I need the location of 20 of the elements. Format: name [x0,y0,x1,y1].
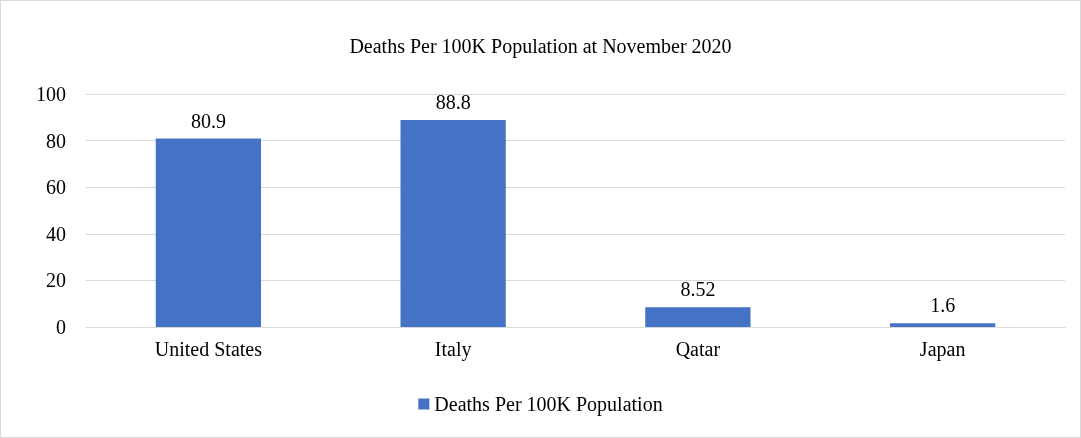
x-tick-label: Qatar [675,338,721,360]
legend-label: Deaths Per 100K Population [434,393,663,416]
bar [645,307,751,327]
chart-title: Deaths Per 100K Population at November 2020 [349,35,732,58]
data-label: 8.52 [680,278,716,301]
bar [155,138,261,327]
x-tick-label: United States [154,338,263,360]
data-label: 1.6 [930,294,956,317]
x-tick-label: Japan [919,338,966,361]
bar [400,120,506,327]
x-tick-label: Italy [434,338,472,361]
y-tick-label: 100 [36,83,66,105]
data-label: 80.9 [190,109,226,132]
y-tick-label: 60 [46,176,66,199]
data-label: 88.8 [435,91,471,114]
y-tick-label: 40 [46,222,66,245]
y-tick-label: 80 [46,129,66,152]
bar [890,323,996,327]
y-tick-label: 0 [56,316,66,338]
y-tick-label: 20 [46,269,66,292]
